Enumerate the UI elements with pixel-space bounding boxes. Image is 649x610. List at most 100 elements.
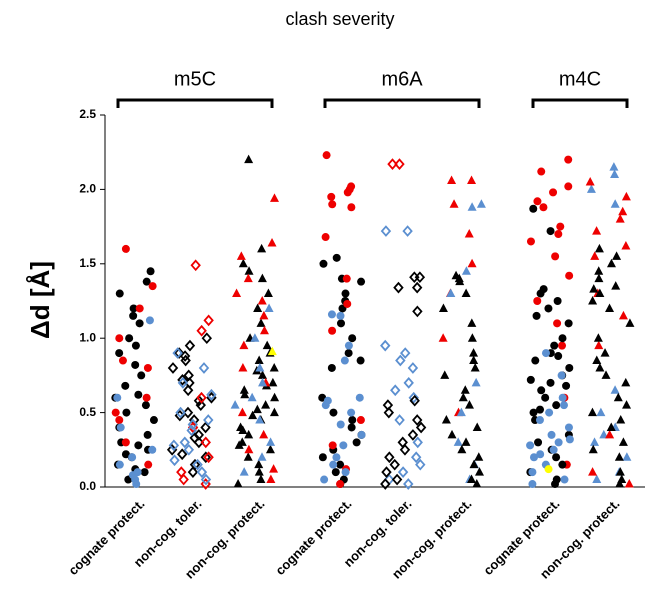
point (200, 421, 211, 434)
point (535, 416, 544, 425)
point (121, 244, 130, 253)
point (397, 466, 409, 478)
point (125, 334, 134, 343)
point (610, 199, 620, 208)
point (322, 151, 331, 160)
y-tick-label: 2.0 (79, 182, 96, 196)
group-bracket (116, 98, 274, 108)
point (553, 319, 562, 328)
point (541, 349, 550, 358)
point (182, 384, 194, 397)
point (537, 386, 546, 395)
point (134, 441, 143, 450)
point (529, 408, 538, 417)
point (533, 197, 542, 206)
point (551, 252, 560, 261)
point (550, 341, 559, 350)
point (592, 226, 602, 235)
point (186, 424, 197, 437)
point (536, 289, 545, 298)
point (263, 288, 273, 298)
point (115, 289, 124, 298)
point (588, 444, 598, 454)
point (239, 467, 249, 476)
point (622, 452, 632, 461)
point (612, 251, 622, 260)
point (341, 468, 350, 477)
point (615, 479, 625, 488)
point (336, 319, 345, 328)
point (343, 188, 352, 197)
point (342, 274, 351, 283)
point (565, 271, 574, 280)
point (594, 266, 604, 275)
point (206, 388, 217, 401)
point (586, 184, 596, 193)
point (594, 243, 604, 253)
point (256, 318, 266, 327)
point (391, 473, 403, 486)
point (329, 460, 338, 469)
point (615, 214, 625, 223)
point (240, 389, 250, 399)
point (254, 355, 264, 365)
point (558, 460, 567, 469)
point (244, 429, 254, 439)
point (331, 468, 340, 477)
point (200, 451, 211, 464)
group-label: m5C (174, 68, 216, 90)
point (387, 158, 398, 170)
point (257, 296, 267, 305)
point (610, 385, 620, 394)
point (380, 339, 391, 352)
point (175, 406, 186, 419)
point (256, 474, 266, 484)
point (137, 371, 146, 380)
group-bracket (531, 98, 629, 108)
point (183, 369, 194, 382)
point (559, 401, 568, 410)
point (341, 289, 350, 298)
point (238, 425, 248, 434)
point (609, 162, 619, 171)
point (262, 340, 272, 350)
point (564, 182, 573, 191)
point (142, 277, 151, 286)
point (321, 401, 330, 410)
point (407, 429, 419, 441)
point (332, 453, 341, 462)
point (177, 376, 189, 389)
point (400, 347, 411, 359)
point (539, 203, 548, 212)
point (409, 394, 420, 407)
point (446, 288, 456, 298)
point (544, 465, 553, 474)
point (621, 191, 631, 201)
point (471, 377, 481, 387)
point (618, 437, 628, 446)
point (356, 356, 365, 365)
point (143, 430, 152, 439)
point (547, 430, 556, 439)
y-tick-label: 1.0 (79, 330, 96, 344)
point (269, 464, 279, 473)
point (390, 384, 401, 397)
point (238, 362, 248, 372)
point (179, 436, 190, 449)
point (409, 271, 420, 284)
point (460, 385, 470, 394)
point (257, 243, 267, 253)
point (320, 475, 329, 484)
point (553, 297, 562, 305)
point (383, 406, 395, 419)
point (590, 437, 600, 446)
point (410, 451, 422, 464)
point (115, 349, 124, 358)
point (476, 199, 486, 208)
point (269, 362, 279, 372)
point (187, 466, 199, 478)
group-bracket (323, 98, 481, 108)
point (615, 467, 625, 476)
point (461, 437, 471, 446)
point (469, 459, 479, 469)
